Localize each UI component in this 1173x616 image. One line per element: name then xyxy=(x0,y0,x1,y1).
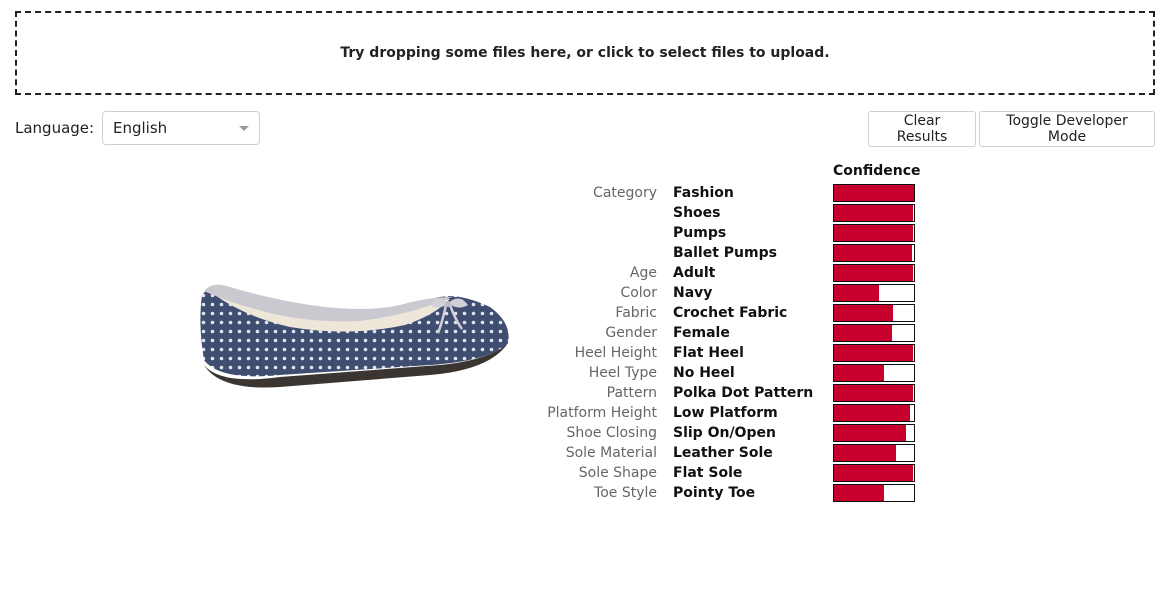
result-category-label: Toe Style xyxy=(594,485,657,501)
result-category-label: Color xyxy=(620,285,657,301)
result-category-label: Heel Height xyxy=(574,345,657,361)
language-selected-value: English xyxy=(113,119,168,137)
confidence-bar xyxy=(833,424,915,442)
confidence-bar-fill xyxy=(834,385,914,401)
result-category-label: Category xyxy=(593,185,657,201)
language-label: Language: xyxy=(15,119,95,137)
confidence-bar-fill xyxy=(834,225,914,241)
result-value-label: Leather Sole xyxy=(673,445,773,461)
confidence-bar xyxy=(833,304,915,322)
confidence-bar xyxy=(833,224,915,242)
toggle-developer-mode-button[interactable]: Toggle Developer Mode xyxy=(979,111,1155,147)
result-row: Age Adult xyxy=(520,263,940,283)
confidence-bar xyxy=(833,324,915,342)
result-row: Ballet Pumps xyxy=(520,243,940,263)
confidence-bar xyxy=(833,204,915,222)
confidence-bar-fill xyxy=(834,445,896,461)
result-row: Platform Height Low Platform xyxy=(520,403,940,423)
result-value-label: Polka Dot Pattern xyxy=(673,385,814,401)
confidence-bar-fill xyxy=(834,465,914,481)
result-row: Gender Female xyxy=(520,323,940,343)
confidence-bar-fill xyxy=(834,485,885,501)
confidence-header: Confidence xyxy=(833,163,921,179)
result-row: Fabric Crochet Fabric xyxy=(520,303,940,323)
result-value-label: Pumps xyxy=(673,225,727,241)
result-category-label: Platform Height xyxy=(547,405,657,421)
result-row: Sole Shape Flat Sole xyxy=(520,463,940,483)
confidence-bar-fill xyxy=(834,265,914,281)
result-value-label: Flat Heel xyxy=(673,345,744,361)
result-value-label: Shoes xyxy=(673,205,721,221)
confidence-bar xyxy=(833,264,915,282)
confidence-bar-fill xyxy=(834,325,892,341)
confidence-bar-fill xyxy=(834,305,894,321)
ballet-flat-shoe-image xyxy=(200,284,509,388)
result-value-label: Flat Sole xyxy=(673,465,743,481)
result-value-label: Adult xyxy=(673,265,716,281)
result-category-label: Sole Material xyxy=(565,445,657,461)
dropzone-text: Try dropping some files here, or click t… xyxy=(340,45,830,61)
confidence-bar-fill xyxy=(834,245,913,261)
confidence-bar-fill xyxy=(834,205,914,221)
result-value-label: Low Platform xyxy=(673,405,778,421)
result-row: Shoes xyxy=(520,203,940,223)
confidence-bar-fill xyxy=(834,185,914,201)
confidence-bar xyxy=(833,384,915,402)
result-value-label: Slip On/Open xyxy=(673,425,776,441)
language-select[interactable]: English xyxy=(102,111,260,145)
result-category-label: Age xyxy=(629,265,657,281)
confidence-bar xyxy=(833,184,915,202)
result-row: Pumps xyxy=(520,223,940,243)
result-category-label: Gender xyxy=(605,325,657,341)
result-row: Shoe Closing Slip On/Open xyxy=(520,423,940,443)
result-row: Color Navy xyxy=(520,283,940,303)
chevron-down-icon xyxy=(239,126,249,131)
result-row: Heel Type No Heel xyxy=(520,363,940,383)
result-category-label: Shoe Closing xyxy=(566,425,657,441)
confidence-bar xyxy=(833,244,915,262)
confidence-bar-fill xyxy=(834,345,914,361)
result-value-label: Fashion xyxy=(673,185,734,201)
result-row: Pattern Polka Dot Pattern xyxy=(520,383,940,403)
confidence-bar xyxy=(833,464,915,482)
confidence-bar-fill xyxy=(834,405,910,421)
result-row: Sole Material Leather Sole xyxy=(520,443,940,463)
confidence-bar-fill xyxy=(834,425,906,441)
result-value-label: Ballet Pumps xyxy=(673,245,777,261)
confidence-bar xyxy=(833,364,915,382)
result-category-label: Fabric xyxy=(615,305,657,321)
result-category-label: Pattern xyxy=(606,385,657,401)
result-row: Category Fashion xyxy=(520,183,940,203)
confidence-bar xyxy=(833,484,915,502)
result-row: Heel Height Flat Heel xyxy=(520,343,940,363)
result-category-label: Sole Shape xyxy=(578,465,657,481)
confidence-bar-fill xyxy=(834,285,879,301)
result-value-label: Female xyxy=(673,325,730,341)
confidence-bar xyxy=(833,444,915,462)
result-category-label: Heel Type xyxy=(588,365,657,381)
file-dropzone[interactable]: Try dropping some files here, or click t… xyxy=(15,11,1155,95)
confidence-bar xyxy=(833,404,915,422)
product-image xyxy=(190,165,520,485)
result-value-label: Navy xyxy=(673,285,713,301)
confidence-bar xyxy=(833,344,915,362)
result-row: Toe Style Pointy Toe xyxy=(520,483,940,503)
confidence-bar-fill xyxy=(834,365,884,381)
clear-results-button[interactable]: Clear Results xyxy=(868,111,976,147)
result-value-label: Pointy Toe xyxy=(673,485,756,501)
result-value-label: Crochet Fabric xyxy=(673,305,788,321)
confidence-bar xyxy=(833,284,915,302)
result-value-label: No Heel xyxy=(673,365,735,381)
